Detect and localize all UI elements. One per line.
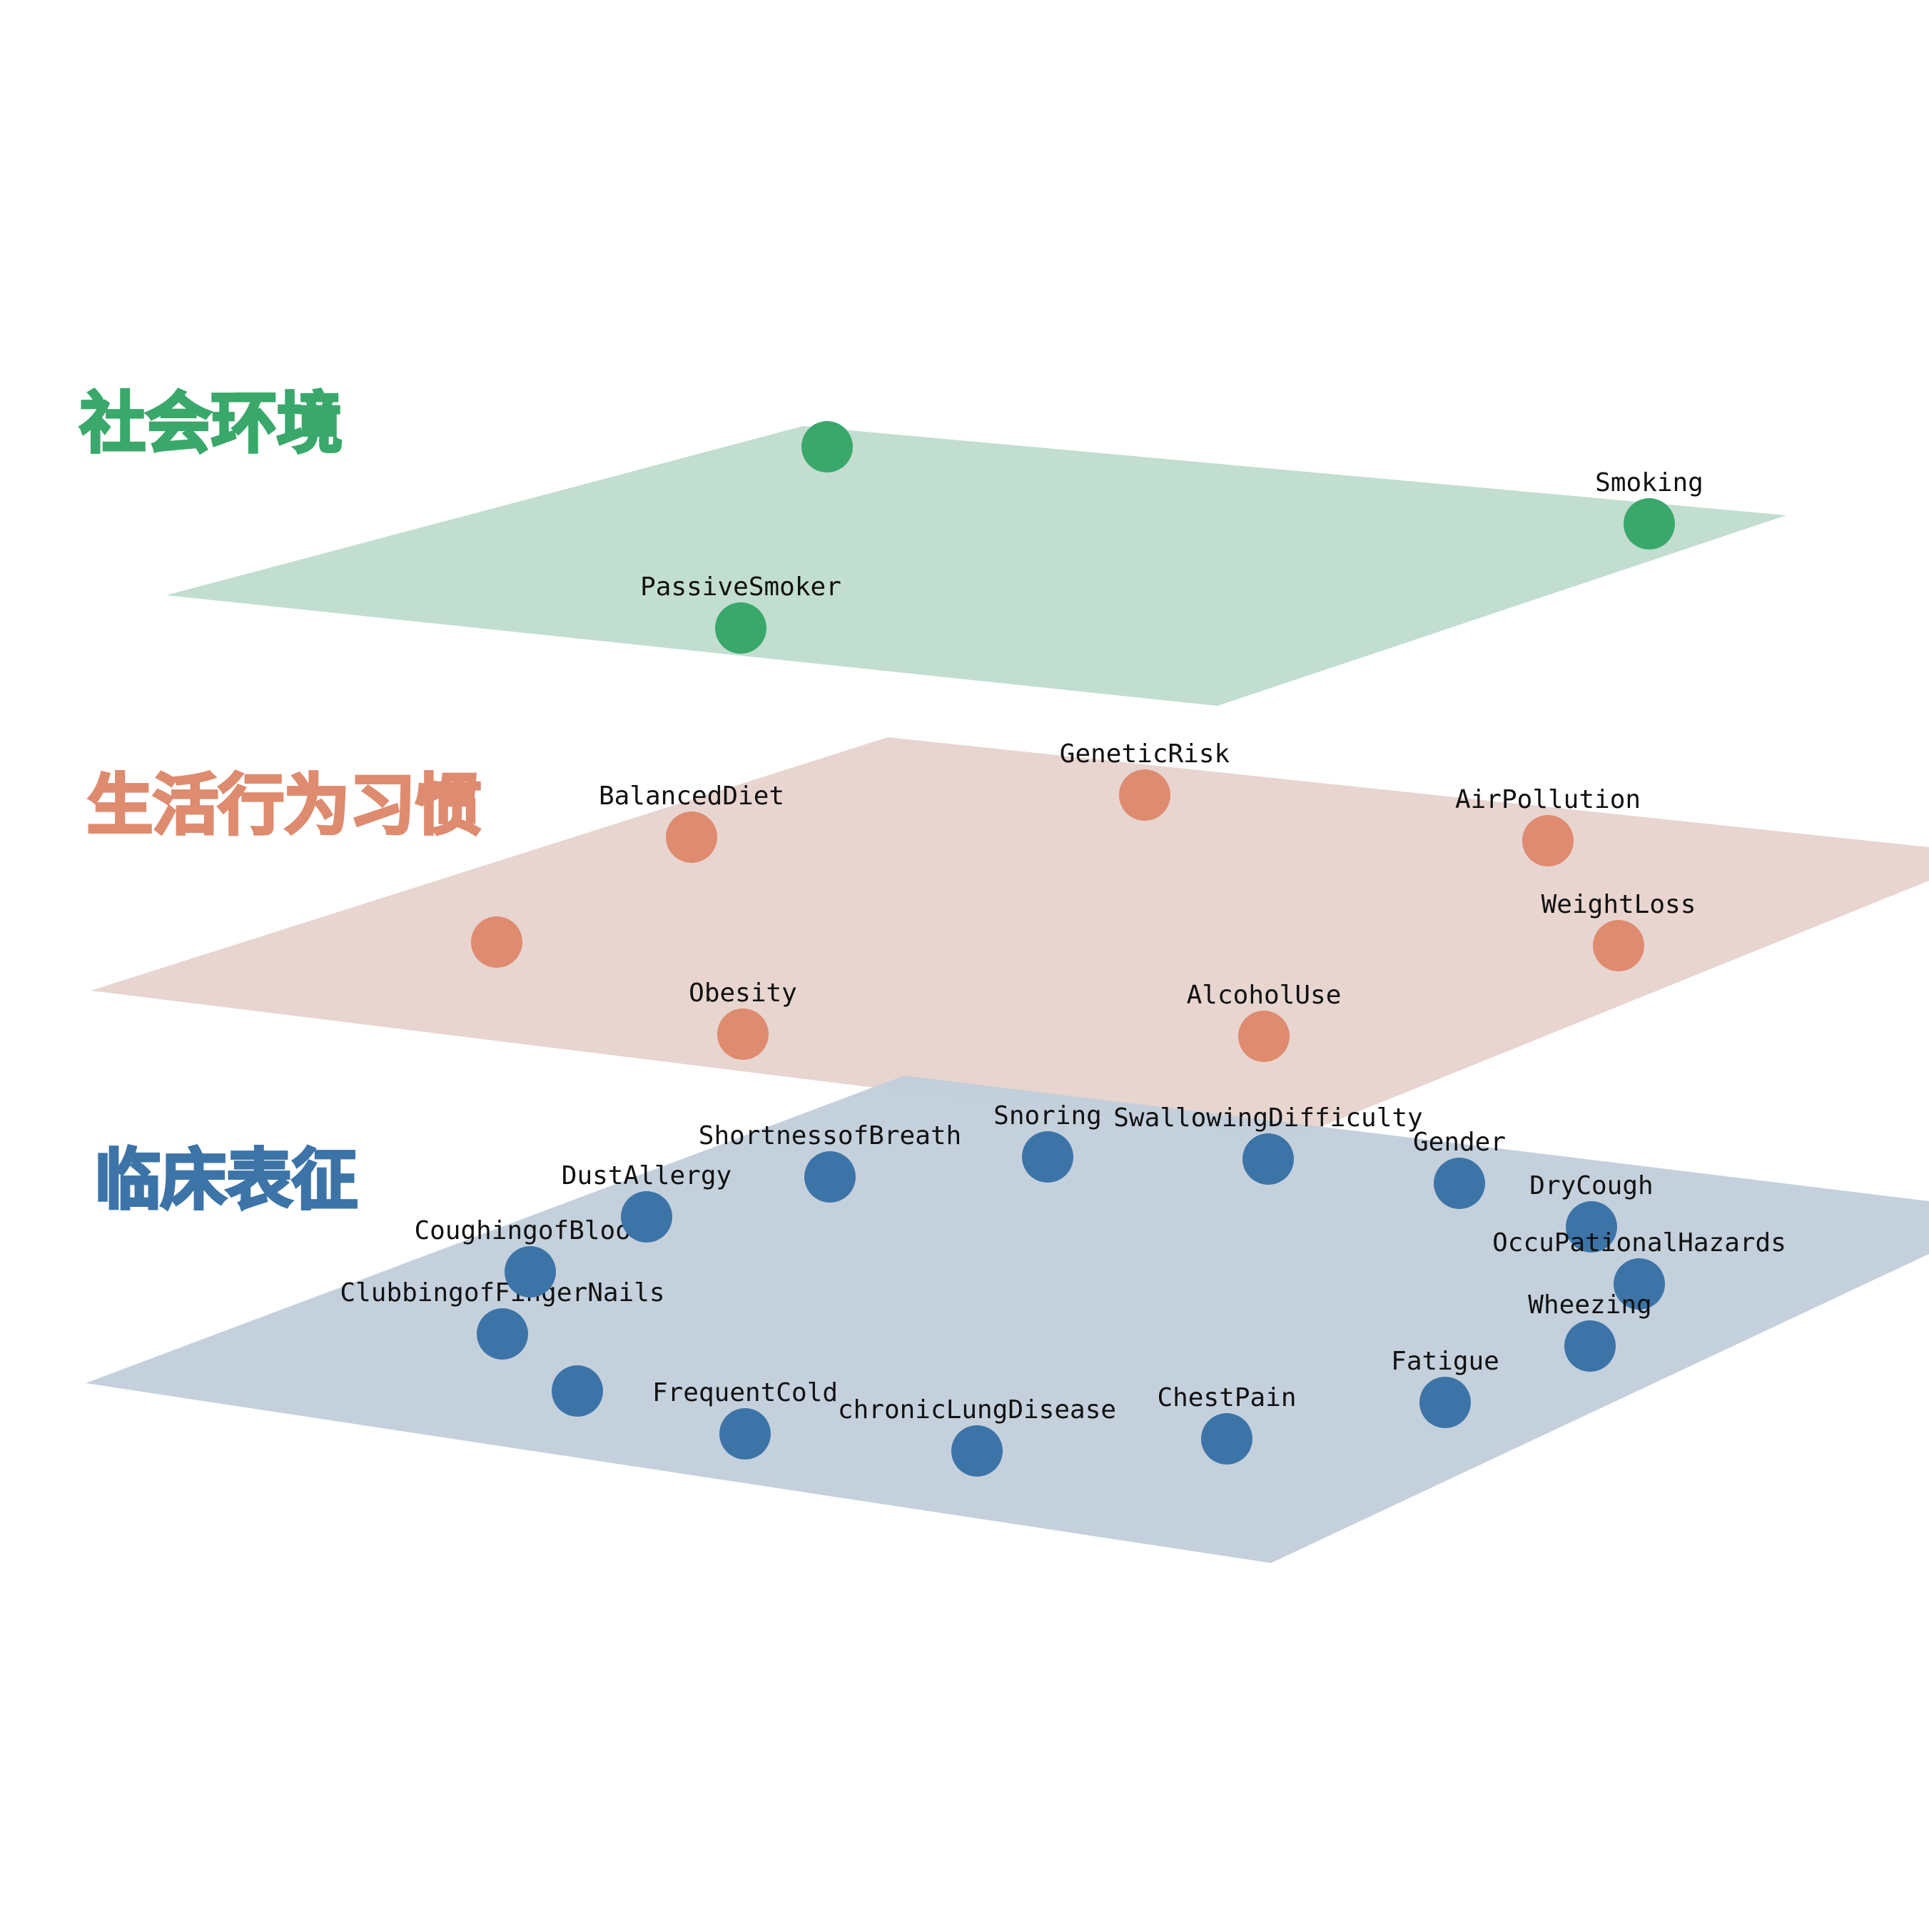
nodes-lifestyle: BalancedDiet GeneticRisk AirPollution Weigh… (471, 739, 1696, 1062)
node-label: DryCough (1529, 1171, 1653, 1200)
node-label: BalancedDiet (599, 782, 784, 811)
node-label: WeightLoss (1541, 890, 1696, 919)
node-clinical-7[interactable] (1419, 1377, 1471, 1428)
layer-nodes: Smoking PassiveSmoker BalancedDiet GeneticR… (340, 421, 1786, 1477)
node-clinical-10[interactable] (719, 1408, 771, 1460)
layer-title-lifestyle: 生活行为习惯 (86, 767, 482, 844)
node-social-0[interactable] (801, 421, 853, 472)
node-clinical-13[interactable] (505, 1246, 556, 1298)
plane-lifestyle (91, 737, 1929, 1139)
node-label: FrequentCold (652, 1378, 838, 1407)
node-label: Obesity (689, 978, 797, 1008)
node-clinical-14[interactable] (621, 1191, 672, 1243)
node-lifestyle-2[interactable] (1522, 815, 1574, 866)
plane-clinical (86, 1076, 1929, 1563)
node-clinical-1[interactable] (1022, 1131, 1073, 1183)
node-label: ChestPain (1157, 1383, 1296, 1412)
node-label: ClubbingofFingerNails (340, 1278, 664, 1308)
node-label: Snoring (993, 1101, 1102, 1131)
node-social-2[interactable] (715, 602, 766, 654)
node-label: SwallowingDifficulty (1113, 1103, 1422, 1133)
node-label: Wheezing (1528, 1290, 1651, 1320)
layer-title-clinical: 临床表征 (93, 1142, 359, 1218)
node-clinical-4[interactable] (1566, 1201, 1617, 1253)
node-lifestyle-4[interactable] (471, 916, 522, 968)
node-lifestyle-3[interactable] (1593, 920, 1644, 971)
node-label: AirPollution (1455, 785, 1641, 814)
node-label: ShortnessofBreath (699, 1121, 961, 1150)
nodes-social: Smoking PassiveSmoker (640, 421, 1703, 654)
node-label: Smoking (1595, 468, 1703, 497)
layer-title-social: 社会环境 (79, 385, 344, 462)
node-clinical-0[interactable] (804, 1151, 856, 1203)
node-label: chronicLungDisease (838, 1395, 1116, 1425)
node-clinical-6[interactable] (1564, 1320, 1616, 1372)
node-lifestyle-1[interactable] (1119, 769, 1170, 821)
node-social-1[interactable] (1624, 498, 1675, 550)
node-lifestyle-5[interactable] (717, 1008, 769, 1060)
node-clinical-9[interactable] (951, 1425, 1003, 1477)
node-clinical-12[interactable] (477, 1308, 528, 1360)
node-clinical-5[interactable] (1614, 1258, 1665, 1310)
node-clinical-2[interactable] (1242, 1133, 1294, 1185)
node-label: CoughingofBlood (414, 1216, 646, 1245)
node-label: GeneticRisk (1060, 739, 1230, 769)
node-label: DustAllergy (562, 1161, 731, 1190)
node-label: PassiveSmoker (640, 572, 841, 602)
plane-social (166, 426, 1786, 706)
node-label: Fatigue (1391, 1347, 1499, 1376)
node-label: OccuPationalHazards (1492, 1228, 1786, 1258)
node-lifestyle-0[interactable] (666, 811, 717, 863)
node-label: AlcoholUse (1187, 981, 1342, 1010)
node-clinical-11[interactable] (552, 1365, 603, 1417)
node-label: Gender (1413, 1128, 1506, 1157)
layer-planes (86, 426, 1929, 1563)
node-clinical-3[interactable] (1434, 1158, 1485, 1209)
nodes-clinical: ShortnessofBreath Snoring SwallowingDiffic… (340, 1101, 1786, 1477)
node-lifestyle-6[interactable] (1238, 1011, 1290, 1062)
node-clinical-8[interactable] (1201, 1413, 1252, 1465)
